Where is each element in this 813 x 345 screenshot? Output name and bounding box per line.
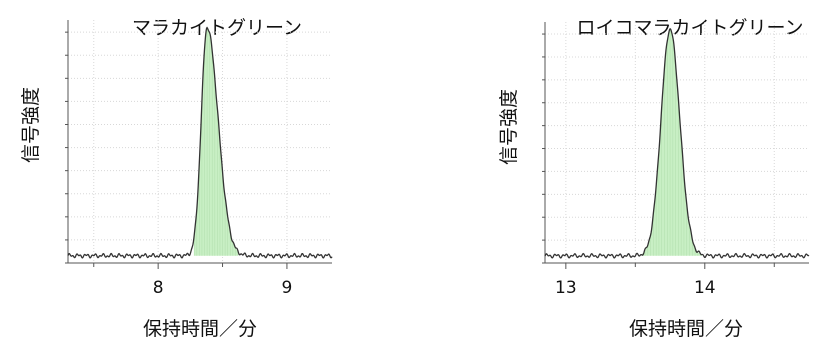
signal-trace [544,28,810,259]
x-tick-label: 14 [694,278,716,298]
chart-1-x-axis-label: 保持時間／分 [143,318,257,340]
signal-trace [67,26,333,259]
chart-2-title: ロイコマラカイトグリーン [576,17,803,39]
chart-2-y-axis-label: 信号強度 [498,89,520,165]
chart-2-x-axis-label: 保持時間／分 [629,318,743,340]
peak-area [194,27,238,256]
chart-2-plot-area: 13 14 [542,22,810,298]
chart-1-title: マラカイトグリーン [132,17,302,39]
x-tick-label: 8 [153,278,164,298]
peak-area [642,29,703,256]
chart-leucomalachite-green: ロイコマラカイトグリーン 信号強度 保持時間／分 13 14 [498,17,810,340]
chart-1-y-axis-label: 信号強度 [20,87,42,163]
x-tick-label: 9 [282,278,293,298]
x-tick-label: 13 [555,278,577,298]
